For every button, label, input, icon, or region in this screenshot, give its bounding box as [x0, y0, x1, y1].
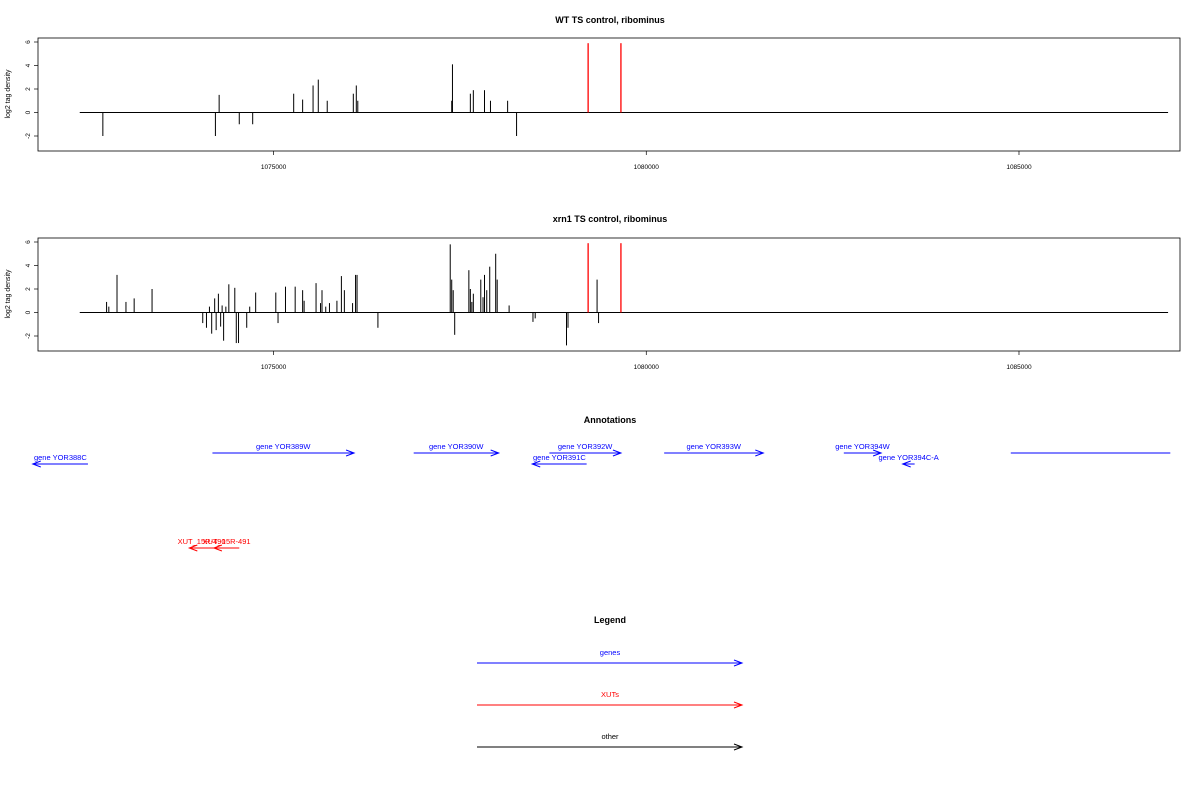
- gene-arrow-arrowhead: [612, 449, 623, 457]
- legend-title: Legend: [594, 615, 626, 625]
- wt-y-tick-label: 2: [25, 87, 32, 91]
- xrn1-plot-frame: [37, 237, 1181, 352]
- xrn1-y-tick-label: 2: [25, 287, 32, 291]
- xrn1-y-tick-label: -2: [25, 333, 32, 339]
- legend-genes-arrow-arrowhead: [733, 659, 744, 667]
- xut-label: XUT_15R-490: [178, 537, 226, 546]
- gene-label: gene YOR392W: [558, 442, 613, 451]
- xrn1-y-tick-label: 6: [25, 240, 32, 244]
- xrn1-y-axis-label: log2 tag density: [5, 269, 12, 319]
- xut-arrow-arrowhead: [212, 544, 223, 552]
- xrn1-track-panel: xrn1 TS control, ribominus log2 tag dens…: [5, 214, 1181, 371]
- legend-item-label: genes: [600, 648, 621, 657]
- xrn1-track-title: xrn1 TS control, ribominus: [553, 214, 668, 224]
- xrn1-x-tick-label: 1085000: [1006, 364, 1032, 371]
- wt-plot-frame: [37, 37, 1181, 152]
- gene-label: gene YOR390W: [429, 442, 484, 451]
- xut-label: XUT_15R-491: [203, 537, 251, 546]
- gene-label: gene YOR388C: [34, 453, 87, 462]
- annotation-marks: gene YOR388C gene YOR389W gene YOR390W gene…: [31, 442, 1171, 552]
- xrn1-y-tick-label: 4: [25, 263, 32, 267]
- legend-item-label: XUTs: [601, 690, 619, 699]
- gene-arrow-arrowhead: [901, 460, 911, 468]
- wt-y-axis: -2 0 2 4 6: [25, 40, 38, 139]
- gene-label: gene YOR391C: [533, 453, 586, 462]
- wt-y-tick-label: 6: [25, 40, 32, 44]
- gene-label: gene YOR394C-A: [878, 453, 938, 462]
- wt-x-tick-label: 1075000: [261, 164, 287, 171]
- xrn1-x-tick-label: 1075000: [261, 364, 287, 371]
- wt-x-tick-label: 1085000: [1006, 164, 1032, 171]
- xrn1-y-axis: -2 0 2 4 6: [25, 240, 38, 339]
- xrn1-y-tick-label: 0: [25, 310, 32, 314]
- legend-items: genes XUTs other: [477, 648, 744, 751]
- gene-label: gene YOR394W: [835, 442, 890, 451]
- wt-x-axis: 1075000 1080000 1085000: [261, 151, 1032, 171]
- gene-label: gene YOR389W: [256, 442, 311, 451]
- xrn1-track-marks: [79, 243, 1169, 346]
- wt-y-tick-label: -2: [25, 133, 32, 139]
- gene-arrow-arrowhead: [490, 449, 501, 457]
- wt-y-tick-label: 4: [25, 63, 32, 67]
- gene-arrow-arrowhead: [755, 449, 765, 457]
- legend: Legend genes XUTs other: [477, 615, 744, 751]
- gene-arrow-arrowhead: [31, 460, 41, 468]
- wt-x-tick-label: 1080000: [634, 164, 660, 171]
- gene-label: gene YOR393W: [686, 442, 741, 451]
- wt-y-tick-label: 0: [25, 110, 32, 114]
- wt-track-panel: WT TS control, ribominus log2 tag densit…: [5, 15, 1181, 171]
- wt-y-axis-label: log2 tag density: [5, 69, 12, 119]
- legend-other-arrow-arrowhead: [733, 743, 744, 751]
- gene-arrow-arrowhead: [530, 460, 541, 468]
- legend-item-label: other: [601, 732, 619, 741]
- annotations-title: Annotations: [584, 415, 637, 425]
- xrn1-x-axis: 1075000 1080000 1085000: [261, 351, 1032, 371]
- gene-arrow-arrowhead: [872, 449, 883, 457]
- wt-track-marks: [79, 43, 1169, 136]
- wt-track-title: WT TS control, ribominus: [555, 15, 665, 25]
- xrn1-x-tick-label: 1080000: [634, 364, 660, 371]
- xut-arrow-arrowhead: [187, 544, 198, 552]
- legend-xuts-arrow-arrowhead: [733, 701, 744, 709]
- gene-arrow-arrowhead: [345, 449, 356, 457]
